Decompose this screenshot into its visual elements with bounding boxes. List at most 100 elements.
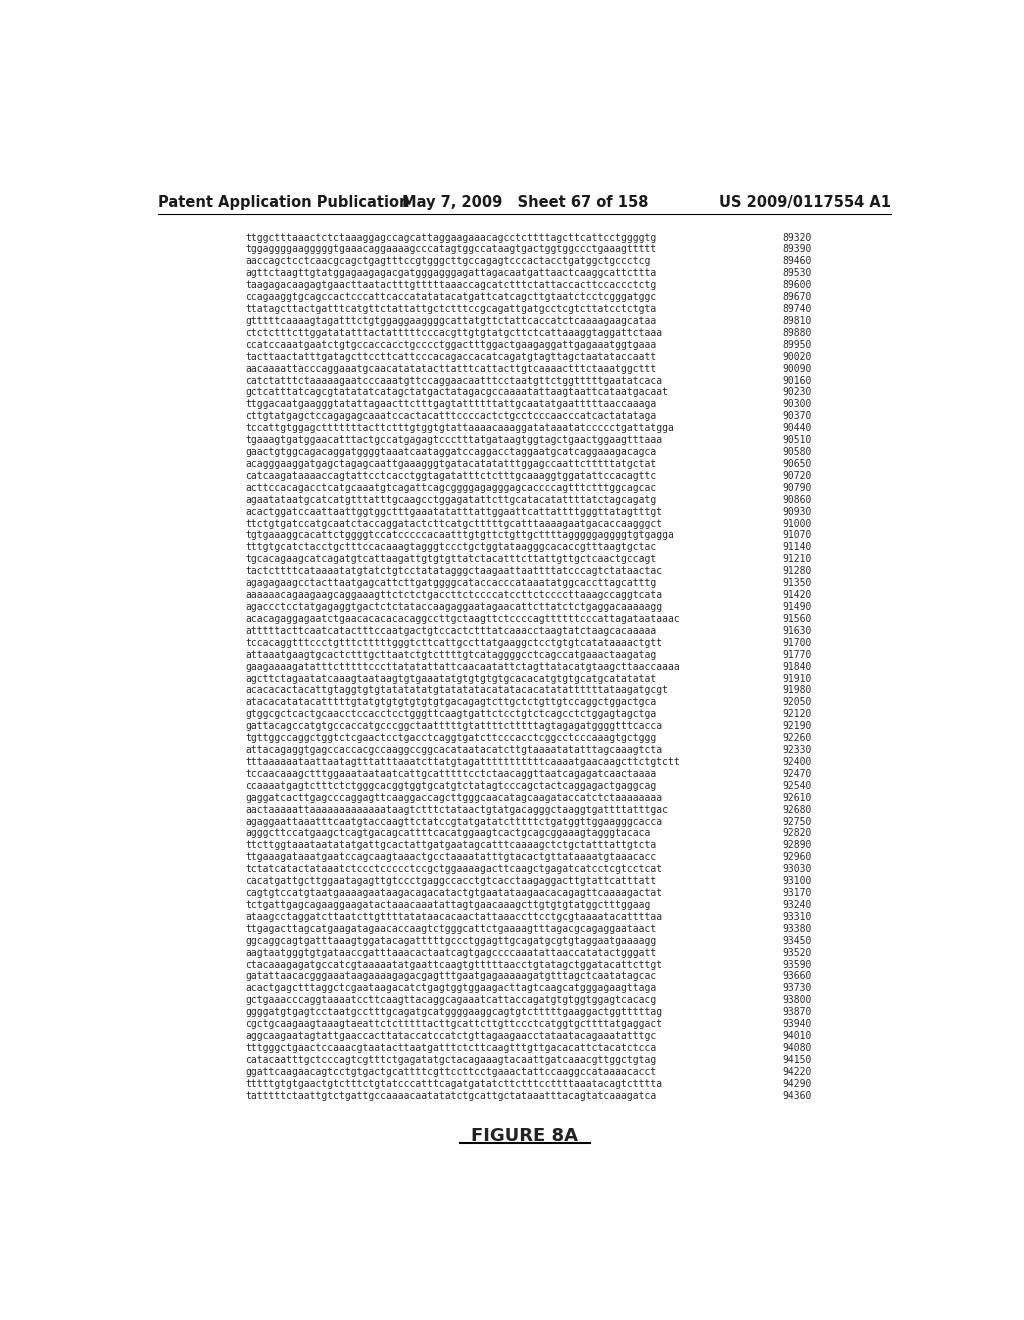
Text: 93030: 93030 [782,865,812,874]
Text: gtggcgctcactgcaacctccacctcctgggttcaagtgattctcctgtctcagcctctggagtagctga: gtggcgctcactgcaacctccacctcctgggttcaagtga… [246,709,656,719]
Text: cgctgcaagaagtaaagtaeattctctttttacttgcattcttgttccctcatggtgcttttatgaggact: cgctgcaagaagtaaagtaeattctctttttacttgcatt… [246,1019,663,1030]
Text: ttctgtgatccatgcaatctaccaggatactcttcatgctttttgcatttaaaagaatgacaccaagggct: ttctgtgatccatgcaatctaccaggatactcttcatgct… [246,519,663,528]
Text: 92190: 92190 [782,721,812,731]
Text: gctcatttatcagcgtatatatcatagctatgactatagacgccaaaatattaagtaattcataatgacaat: gctcatttatcagcgtatatatcatagctatgactataga… [246,388,669,397]
Text: 91000: 91000 [782,519,812,528]
Text: 93660: 93660 [782,972,812,982]
Text: ttcttggtaaataatatatgattgcactattgatgaatagcatttcaaaagctctgctatttattgtcta: ttcttggtaaataatatatgattgcactattgatgaatag… [246,841,656,850]
Text: acacacactacattgtaggtgtgtatatatatgtatatatacatatacacatatattttttataagatgcgt: acacacactacattgtaggtgtgtatatatatgtatatat… [246,685,669,696]
Text: 91420: 91420 [782,590,812,601]
Text: ctctctttcttggatatatttactatttttcccacgttgtgtatgcttctcattaaaggtaggattctaaa: ctctctttcttggatatatttactatttttcccacgttgt… [246,327,663,338]
Text: tactcttttcataaaatatgtatctgtcctatatagggctaagaattaattttatcccagtctataactac: tactcttttcataaaatatgtatctgtcctatatagggct… [246,566,663,577]
Text: ttggacaatgaagggtatattagaacttctttgagtattttttattgcaatatgaatttttaaccaaaga: ttggacaatgaagggtatattagaacttctttgagtattt… [246,400,656,409]
Text: 91770: 91770 [782,649,812,660]
Text: 90510: 90510 [782,436,812,445]
Text: tgcacagaagcatcagatgtcattaagattgtgtgttatctacatttcttattgttgctcaactgccagt: tgcacagaagcatcagatgtcattaagattgtgtgttatc… [246,554,656,565]
Text: 91490: 91490 [782,602,812,612]
Text: ccaaaatgagtctttctctgggcacggtggtgcatgtctatagtcccagctactcaggagactgaggcag: ccaaaatgagtctttctctgggcacggtggtgcatgtcta… [246,781,656,791]
Text: 92610: 92610 [782,793,812,803]
Text: 93450: 93450 [782,936,812,945]
Text: 89740: 89740 [782,304,812,314]
Text: 91070: 91070 [782,531,812,540]
Text: 91560: 91560 [782,614,812,624]
Text: 92890: 92890 [782,841,812,850]
Text: 93240: 93240 [782,900,812,909]
Text: 89810: 89810 [782,315,812,326]
Text: 91630: 91630 [782,626,812,636]
Text: 93940: 93940 [782,1019,812,1030]
Text: 92820: 92820 [782,829,812,838]
Text: acactggatccaattaattggtggctttgaaatatatttattggaattcattattttgggttatagtttgt: acactggatccaattaattggtggctttgaaatatattta… [246,507,663,516]
Text: gatattaacacgggaaataagaaaagagacgagtttgaatgagaaaaagatgtttagctcaatatagcac: gatattaacacgggaaataagaaaagagacgagtttgaat… [246,972,656,982]
Text: aaccagctcctcaacgcagctgagtttccgtgggcttgccagagtcccactacctgatggctgccctcg: aaccagctcctcaacgcagctgagtttccgtgggcttgcc… [246,256,651,267]
Text: FIGURE 8A: FIGURE 8A [471,1127,579,1146]
Text: acactgagctttaggctcgaataagacatctgagtggtggaagacttagtcaagcatgggagaagttaga: acactgagctttaggctcgaataagacatctgagtggtgg… [246,983,656,994]
Text: 94360: 94360 [782,1090,812,1101]
Text: 90020: 90020 [782,351,812,362]
Text: 89460: 89460 [782,256,812,267]
Text: agggcttccatgaagctcagtgacagcattttcacatggaagtcactgcagcggaaagtagggtacaca: agggcttccatgaagctcagtgacagcattttcacatgga… [246,829,651,838]
Text: 90090: 90090 [782,363,812,374]
Text: 93520: 93520 [782,948,812,957]
Text: 90580: 90580 [782,447,812,457]
Text: 92680: 92680 [782,805,812,814]
Text: 90160: 90160 [782,376,812,385]
Text: agaatataatgcatcatgtttatttgcaagcctggagatattcttgcatacatattttatctagcagatg: agaatataatgcatcatgtttatttgcaagcctggagata… [246,495,656,504]
Text: tgttggccaggctggtctcgaactcctgacctcaggtgatcttcccacctcggcctcccaaagtgctggg: tgttggccaggctggtctcgaactcctgacctcaggtgat… [246,733,656,743]
Text: 90860: 90860 [782,495,812,504]
Text: Patent Application Publication: Patent Application Publication [158,194,410,210]
Text: 90370: 90370 [782,412,812,421]
Text: cagtgtccatgtaatgaaaagaataagacagacatactgtgaatataagaacacagagttcaaaagactat: cagtgtccatgtaatgaaaagaataagacagacatactgt… [246,888,663,898]
Text: cttgtatgagctccagagagcaaatccactacatttccccactctgcctcccaacccatcactatataga: cttgtatgagctccagagagcaaatccactacatttcccc… [246,412,656,421]
Text: 89530: 89530 [782,268,812,279]
Text: tatttttctaattgtctgattgccaaaacaatatatctgcattgctataaatttacagtatcaaagatca: tatttttctaattgtctgattgccaaaacaatatatctgc… [246,1090,656,1101]
Text: 93590: 93590 [782,960,812,970]
Text: 90790: 90790 [782,483,812,492]
Text: 90930: 90930 [782,507,812,516]
Text: 93170: 93170 [782,888,812,898]
Text: ttggctttaaactctctaaaggagccagcattaggaagaaacagcctcttttagcttcattcctggggtg: ttggctttaaactctctaaaggagccagcattaggaagaa… [246,232,656,243]
Text: tctatcatactataaatctccctccccctccgctggaaaagacttcaagctgagatcatcctcgtcctcat: tctatcatactataaatctccctccccctccgctggaaaa… [246,865,663,874]
Text: ctacaaagagatgccatcgtaaaaatatgaattcaagtgtttttaacctgtatagctggatacattcttgt: ctacaaagagatgccatcgtaaaaatatgaattcaagtgt… [246,960,663,970]
Text: tgtgaaaggcacattctggggtccatcccccacaatttgtgttctgttgcttttagggggaggggtgtgagga: tgtgaaaggcacattctggggtccatcccccacaatttgt… [246,531,675,540]
Text: 93800: 93800 [782,995,812,1006]
Text: 91140: 91140 [782,543,812,552]
Text: 91280: 91280 [782,566,812,577]
Text: aggcaagaatagtattgaaccacttataccatccatctgttagaagaacctataatacagaaatatttgc: aggcaagaatagtattgaaccacttataccatccatctgt… [246,1031,656,1041]
Text: 89320: 89320 [782,232,812,243]
Text: 91840: 91840 [782,661,812,672]
Text: 91910: 91910 [782,673,812,684]
Text: tttgggctgaactccaaacgtaatacttaatgatttctcttcaagtttgttgacacattctacatctcca: tttgggctgaactccaaacgtaatacttaatgatttctct… [246,1043,656,1053]
Text: tggaggggaagggggtgaaacaggaaaagcccatagtggccataagtgactggtggccctgaaagttttt: tggaggggaagggggtgaaacaggaaaagcccatagtggc… [246,244,656,255]
Text: 90720: 90720 [782,471,812,480]
Text: agcttctagaatatcaaagtaataagtgtgaaatatgtgtgtgtgcacacatgtgtgcatgcatatatat: agcttctagaatatcaaagtaataagtgtgaaatatgtgt… [246,673,656,684]
Text: aagtaatgggtgtgataaccgatttaaacactaatcagtgagccccaaatattaaccatatactgggatt: aagtaatgggtgtgataaccgatttaaacactaatcagtg… [246,948,656,957]
Text: 92470: 92470 [782,768,812,779]
Text: catctatttctaaaaagaatcccaaatgttccaggaacaatttcctaatgttctggtttttgaatatcaca: catctatttctaaaaagaatcccaaatgttccaggaacaa… [246,376,663,385]
Text: ccatccaaatgaatctgtgccaccacctgcccctggactttggactgaagaggattgagaaatggtgaaa: ccatccaaatgaatctgtgccaccacctgcccctggactt… [246,339,656,350]
Text: 90300: 90300 [782,400,812,409]
Text: ggcaggcagtgatttaaagtggatacagatttttgccctggagttgcagatgcgtgtaggaatgaaaagg: ggcaggcagtgatttaaagtggatacagatttttgccctg… [246,936,656,945]
Text: 89950: 89950 [782,339,812,350]
Text: agttctaagttgtatggagaagagacgatgggagggagattagacaatgattaactcaaggcattcttta: agttctaagttgtatggagaagagacgatgggagggagat… [246,268,656,279]
Text: ttgaaagataaatgaatccagcaagtaaactgcctaaaatatttgtacactgttataaaatgtaaacacc: ttgaaagataaatgaatccagcaagtaaactgcctaaaat… [246,853,656,862]
Text: tgaaagtgatggaacatttactgccatgagagtccctttatgataagtggtagctgaactggaagtttaaa: tgaaagtgatggaacatttactgccatgagagtcccttta… [246,436,663,445]
Text: aaaaaacagaagaagcaggaaagttctctctgaccttctccccatccttctccccttaaagccaggtcata: aaaaaacagaagaagcaggaaagttctctctgaccttctc… [246,590,663,601]
Text: ttgagacttagcatgaagatagaacaccaagtctgggcattctgaaaagtttagacgcagaggaataact: ttgagacttagcatgaagatagaacaccaagtctgggcat… [246,924,656,933]
Text: 92400: 92400 [782,756,812,767]
Text: gattacagccatgtgccaccatgcccggctaatttttgtattttctttttagtagagatggggtttcacca: gattacagccatgtgccaccatgcccggctaatttttgta… [246,721,663,731]
Text: 92750: 92750 [782,817,812,826]
Text: atacacatatacatttttgtatgtgtgtgtgtgtgacagagtcttgctctgttgtccaggctggactgca: atacacatatacatttttgtatgtgtgtgtgtgtgacaga… [246,697,656,708]
Text: gaagaaaagatatttctttttcccttatatattattcaacaatattctagttatacatgtaagcttaaccaaaa: gaagaaaagatatttctttttcccttatatattattcaac… [246,661,680,672]
Text: 92330: 92330 [782,744,812,755]
Text: 94220: 94220 [782,1067,812,1077]
Text: acttccacagacctcatgcaaatgtcagattcagcggggagagggagcaccccagtttctttggcagcac: acttccacagacctcatgcaaatgtcagattcagcgggga… [246,483,656,492]
Text: tttaaaaaataattaatagtttatttaaatcttatgtagatttttttttttcaaaatgaacaagcttctgtctt: tttaaaaaataattaatagtttatttaaatcttatgtaga… [246,756,680,767]
Text: taagagacaagagtgaacttaatactttgtttttaaaccagcatctttctattaccacttccaccctctg: taagagacaagagtgaacttaatactttgtttttaaacca… [246,280,656,290]
Text: 91700: 91700 [782,638,812,648]
Text: cacatgattgcttggaatagagttgtccctgaggccacctgtcacctaagaggacttgtattcatttatt: cacatgattgcttggaatagagttgtccctgaggccacct… [246,876,656,886]
Text: attacagaggtgagccaccacgccaaggccggcacataatacatcttgtaaaatatatttagcaaagtcta: attacagaggtgagccaccacgccaaggccggcacataat… [246,744,663,755]
Text: ataagcctaggatcttaatcttgttttatataacacaactattaaaccttcctgcgtaaaatacattttaa: ataagcctaggatcttaatcttgttttatataacacaact… [246,912,663,921]
Text: 92260: 92260 [782,733,812,743]
Text: acacagaggagaatctgaacacacacacaggccttgctaagttctccccagttttttcccattagataataaac: acacagaggagaatctgaacacacacacaggccttgctaa… [246,614,680,624]
